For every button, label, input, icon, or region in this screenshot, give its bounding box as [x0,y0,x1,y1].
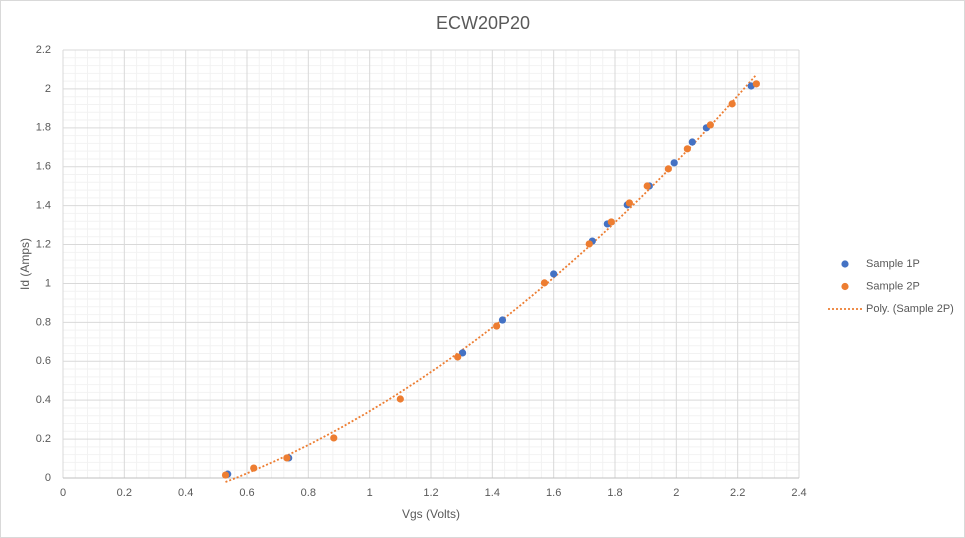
y-tick-label: 0.4 [36,394,51,406]
x-tick-label: 1 [367,487,373,499]
data-point [458,349,467,357]
data-point [550,270,558,278]
legend-marker [841,260,849,268]
data-point [728,100,736,108]
legend-label: Poly. (Sample 2P) [866,303,954,315]
x-tick-label: 0.8 [301,487,316,499]
x-tick-label: 2.2 [730,487,745,499]
data-point [396,395,404,403]
legend-marker [841,282,849,291]
data-point [643,182,651,190]
legend-label: Sample 1P [866,258,920,270]
x-tick-label: 1.8 [607,487,622,499]
x-tick-label: 1.6 [546,487,561,499]
y-tick-label: 1.4 [36,200,51,212]
y-tick-label: 2.2 [36,44,51,56]
data-point [706,121,714,129]
legend-label: Sample 2P [866,280,920,292]
y-tick-label: 0.2 [36,433,51,445]
data-point [607,218,615,226]
data-point [585,240,593,248]
y-tick-label: 0 [45,472,51,484]
y-tick-label: 1 [45,277,51,289]
y-tick-label: 1.6 [36,161,51,173]
x-tick-label: 1.4 [485,487,500,499]
data-point [664,165,672,173]
data-point [250,464,258,472]
data-point [493,322,501,330]
data-point [688,138,696,146]
x-axis-label: Vgs (Volts) [402,507,460,521]
data-point [540,279,549,287]
data-point [683,145,691,153]
data-point [625,199,634,207]
x-tick-label: 0.2 [117,487,132,499]
x-tick-label: 2 [673,487,679,499]
x-tick-label: 0.6 [239,487,254,499]
data-point [498,316,507,324]
x-tick-label: 2.4 [791,487,806,499]
data-point [330,434,338,442]
y-tick-label: 0.6 [36,355,51,367]
x-tick-label: 0 [60,487,66,499]
chart-title: ECW20P20 [436,13,530,33]
data-point [454,353,462,361]
data-point [670,159,678,167]
y-tick-label: 1.8 [36,122,51,134]
y-tick-label: 2 [45,83,51,95]
y-axis-label: Id (Amps) [18,238,32,290]
data-point [221,471,230,479]
y-tick-label: 1.2 [36,238,51,250]
x-tick-label: 1.2 [423,487,438,499]
data-point [752,80,760,88]
data-point [283,454,291,462]
y-tick-label: 0.8 [36,316,51,328]
x-tick-label: 0.4 [178,487,193,499]
